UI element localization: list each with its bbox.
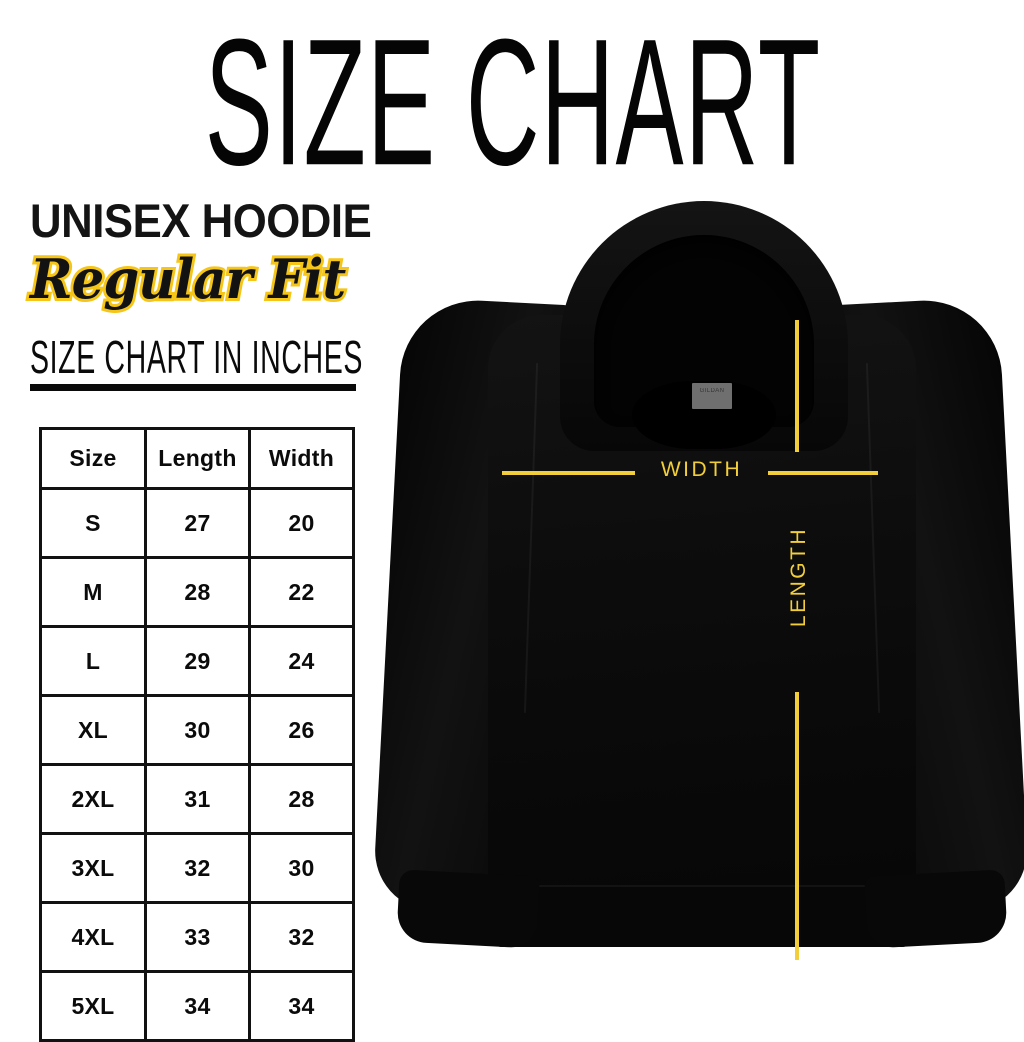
width-measurement-label: WIDTH <box>660 458 743 481</box>
width-guide-line-right <box>768 471 878 475</box>
length-measurement-label: LENGTH <box>787 526 810 628</box>
cell-length: 30 <box>144 694 251 766</box>
column-header-size: Size <box>39 427 147 490</box>
cell-length: 32 <box>144 832 251 904</box>
table-header-row: Size Length Width <box>39 427 355 490</box>
table-row: M 28 22 <box>39 556 355 628</box>
cell-length: 29 <box>144 625 251 697</box>
cell-width: 24 <box>248 625 355 697</box>
cell-width: 20 <box>248 487 355 559</box>
chart-info-panel: UNISEX HOODIE Regular Fit SIZE CHART IN … <box>27 194 372 391</box>
table-row: 4XL 33 32 <box>39 901 355 973</box>
product-fit: Regular Fit <box>27 245 349 313</box>
width-guide-line-left <box>502 471 635 475</box>
cell-width: 26 <box>248 694 355 766</box>
product-name: UNISEX HOODIE <box>30 194 372 247</box>
page-title: SIZE CHART <box>204 2 822 204</box>
cell-size: L <box>39 625 147 697</box>
length-guide-line-top <box>795 320 799 452</box>
heading-underline <box>30 384 356 391</box>
waistband-rib <box>492 885 912 947</box>
cell-width: 32 <box>248 901 355 973</box>
cell-width: 30 <box>248 832 355 904</box>
table-row: 3XL 32 30 <box>39 832 355 904</box>
cell-width: 22 <box>248 556 355 628</box>
neck-label-tag <box>692 383 732 409</box>
cell-size: M <box>39 556 147 628</box>
cell-size: XL <box>39 694 147 766</box>
cell-size: 4XL <box>39 901 147 973</box>
cell-size: 3XL <box>39 832 147 904</box>
cell-width: 28 <box>248 763 355 835</box>
hoodie-illustration: GILDAN <box>372 185 1024 1000</box>
cell-length: 27 <box>144 487 251 559</box>
table-row: S 27 20 <box>39 487 355 559</box>
table-row: XL 30 26 <box>39 694 355 766</box>
column-header-width: Width <box>248 427 355 490</box>
cell-length: 28 <box>144 556 251 628</box>
cell-size: S <box>39 487 147 559</box>
cell-length: 31 <box>144 763 251 835</box>
table-row: 2XL 31 28 <box>39 763 355 835</box>
table-row: L 29 24 <box>39 625 355 697</box>
neck-label-text: GILDAN <box>699 388 725 394</box>
length-guide-line-bottom <box>795 692 799 960</box>
cell-size: 2XL <box>39 763 147 835</box>
column-header-length: Length <box>144 427 251 490</box>
cell-length: 33 <box>144 901 251 973</box>
